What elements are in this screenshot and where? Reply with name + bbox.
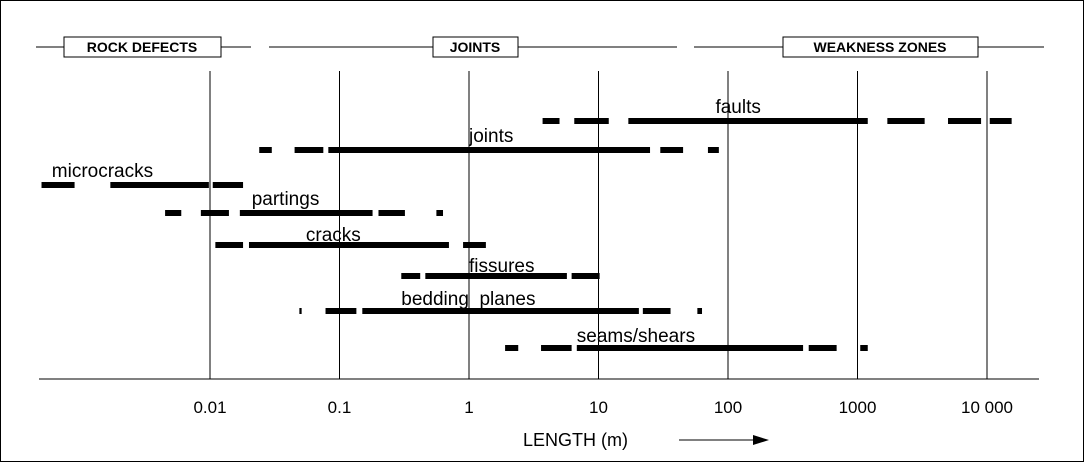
range-segment-faults xyxy=(542,118,560,124)
rock-defects-box xyxy=(63,36,222,58)
range-segment-seams-shears xyxy=(541,345,572,351)
feature-label: faults xyxy=(715,97,760,118)
category-header: ROCK DEFECTS JOINTS WEAKNESS ZONES xyxy=(36,36,1044,58)
x-tick-label: 10 000 xyxy=(961,398,1013,417)
range-segment-bedding-planes xyxy=(697,308,703,314)
range-segment-faults xyxy=(989,118,1012,124)
range-segment-microcracks xyxy=(212,182,244,188)
range-segment-bedding-planes xyxy=(325,308,357,314)
range-segment-seams-shears xyxy=(808,345,837,351)
feature-label: joints xyxy=(468,126,513,147)
range-segment-joints xyxy=(259,147,272,153)
range-segment-cracks xyxy=(215,242,244,248)
x-tick-label: 1000 xyxy=(839,398,877,417)
range-segment-partings xyxy=(239,210,373,216)
range-segment-partings xyxy=(165,210,182,216)
range-segment-fissures xyxy=(425,273,567,279)
range-segment-cracks xyxy=(248,242,449,248)
weakness-zones-label: WEAKNESS ZONES xyxy=(813,39,946,55)
feature-label: microcracks xyxy=(52,161,153,182)
range-segment-joints xyxy=(660,147,684,153)
right-arrow-icon xyxy=(679,435,769,445)
range-segment-microcracks xyxy=(110,182,209,188)
range-segment-bedding-planes xyxy=(362,308,639,314)
range-segment-fissures xyxy=(401,273,421,279)
range-segment-cracks xyxy=(463,242,486,248)
range-segment-bedding-planes xyxy=(299,308,302,314)
joints-category-label: JOINTS xyxy=(450,39,501,55)
range-segment-seams-shears xyxy=(860,345,868,351)
feature-label: seams/shears xyxy=(577,326,695,347)
range-segment-partings xyxy=(436,210,444,216)
feature-label: partings xyxy=(252,189,320,210)
range-segment-seams-shears xyxy=(505,345,519,351)
range-segment-faults xyxy=(628,118,868,124)
range-segment-partings xyxy=(200,210,229,216)
x-tick-label: 1 xyxy=(464,398,473,417)
x-tick-label: 10 xyxy=(589,398,608,417)
range-segment-joints xyxy=(707,147,719,153)
feature-label: fissures xyxy=(469,256,534,277)
range-segment-seams-shears xyxy=(576,345,804,351)
feature-labels: faults joints microcracks partings cracks fis… xyxy=(52,97,761,347)
range-segment-partings xyxy=(378,210,405,216)
x-tick-label: 0.1 xyxy=(328,398,352,417)
range-segment-faults xyxy=(887,118,925,124)
feature-label: bedding planes xyxy=(401,289,535,310)
range-segment-bedding-planes xyxy=(642,308,671,314)
range-segment-microcracks xyxy=(41,182,75,188)
range-segment-faults xyxy=(574,118,609,124)
x-axis-ticks: 0.01 0.1 1 10 100 1000 10 000 xyxy=(193,398,1013,417)
x-tick-label: 100 xyxy=(714,398,742,417)
range-segment-fissures xyxy=(571,273,600,279)
joints-box xyxy=(432,36,519,58)
weakness-zones-box xyxy=(782,36,979,58)
x-axis-label: LENGTH (m) xyxy=(523,430,628,450)
range-segment-faults xyxy=(948,118,982,124)
range-bars xyxy=(41,118,1012,351)
feature-label: cracks xyxy=(306,225,361,246)
rock-defects-label: ROCK DEFECTS xyxy=(87,39,197,55)
range-segment-joints xyxy=(294,147,324,153)
x-tick-label: 0.01 xyxy=(193,398,226,417)
range-segment-joints xyxy=(328,147,651,153)
